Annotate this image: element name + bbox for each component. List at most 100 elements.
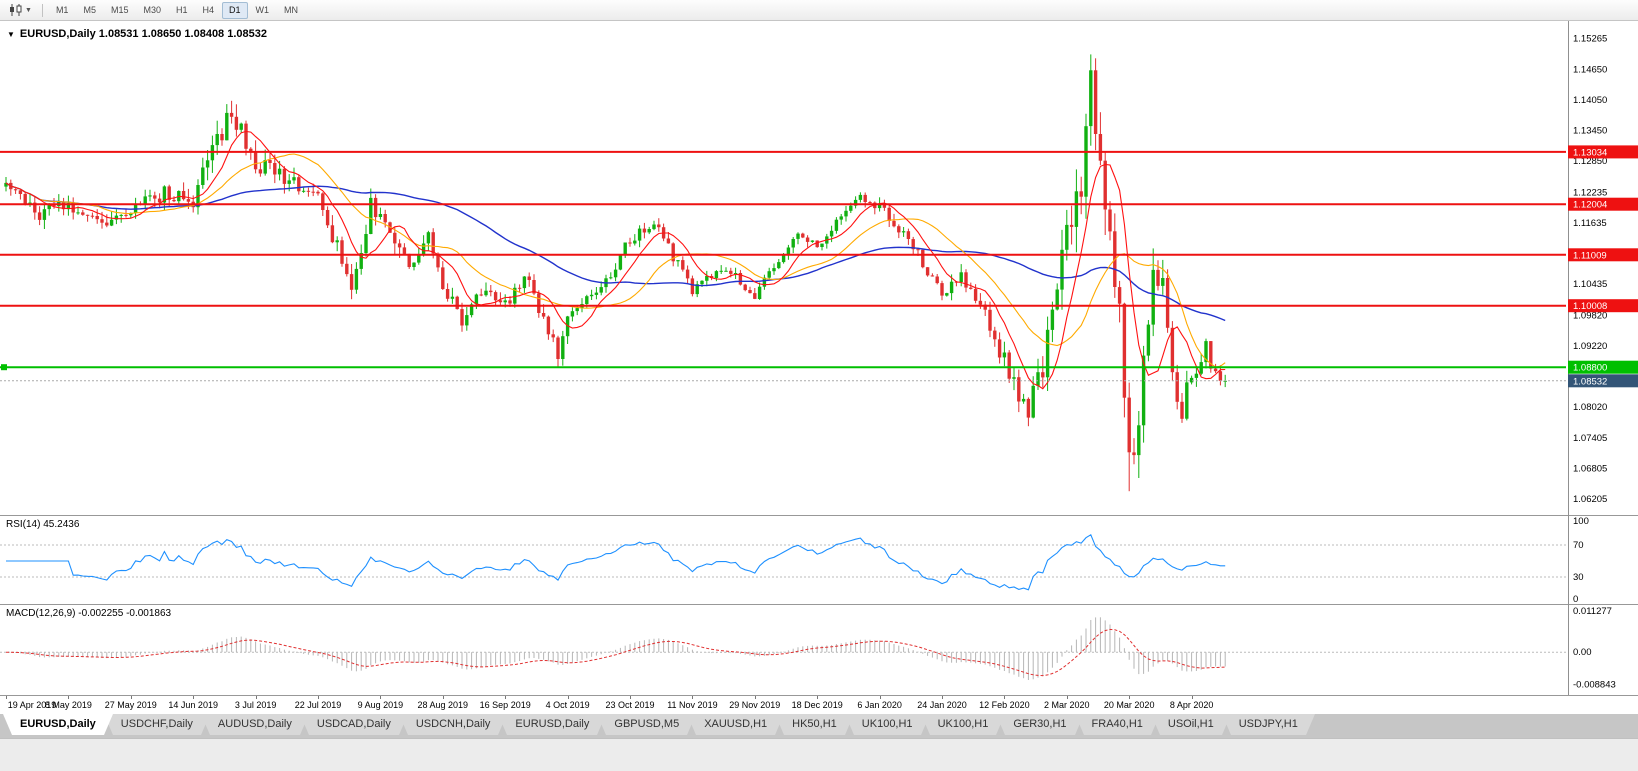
tab-label: XAUUSD,H1 [704,718,768,730]
time-tick [130,696,132,699]
tab-label: FRA40,H1 [1091,718,1143,730]
price-tick-label: 1.09820 [1573,310,1607,321]
timeframe-button-d1[interactable]: D1 [222,1,248,19]
macd-histogram [10,617,1226,680]
tab-1-usdchf-daily[interactable]: USDCHF,Daily [103,714,211,735]
macd-axis-label: -0.008843 [1573,680,1616,691]
chevron-down-icon: ▼ [25,6,32,14]
tab-label: AUDUSD,Daily [217,718,292,730]
timeframe-button-m15[interactable]: M15 [110,4,129,15]
timeframe-buttons: M1 M5 M15 M30 H1 H4 D1 W1 MN [49,1,305,19]
time-tick [193,696,195,699]
time-axis-label: 11 Nov 2019 [667,700,718,710]
price-badge [1568,299,1638,313]
tab-0-eurusd-daily[interactable]: EURUSD,Daily [3,714,113,735]
price-tick-label: 1.11635 [1573,218,1607,229]
timeframe-button-m1[interactable]: M1 [55,4,69,15]
price-tick-label: 1.07405 [1573,433,1607,444]
tab-label: GER30,H1 [1013,718,1067,730]
macd-axis-label: 0.011277 [1573,606,1612,617]
price-tick-label: 1.13450 [1573,126,1607,137]
price-badge [1568,145,1638,159]
price-axis[interactable]: 1.15265 1.14650 1.14050 1.13450 1.12850 1.122… [1573,33,1607,505]
price-badge-label: 1.10008 [1573,301,1607,312]
hline-handle[interactable] [1,364,7,371]
candlestick-series [4,54,1227,492]
tab-2-audusd-daily[interactable]: AUDUSD,Daily [200,714,309,735]
chart-type-button[interactable]: ▼ [5,3,36,17]
time-axis-label: 23 Oct 2019 [605,700,655,710]
tab-11-ger30-h1[interactable]: GER30,H1 [996,714,1084,735]
macd-signal-line [6,628,1226,677]
main-chart[interactable]: 1.15265 1.14650 1.14050 1.13450 1.12850 1.122… [0,21,1638,515]
timeframe-button-h1[interactable]: H1 [176,4,188,15]
price-badge-label: 1.08800 [1573,363,1607,374]
chart-window: 1.15265 1.14650 1.14050 1.13450 1.12850 1.122… [0,21,1638,714]
tab-label: UK100,H1 [937,718,989,730]
time-tick [1004,696,1006,699]
toolbar: ▼ M1 M5 M15 M30 H1 H4 D1 W1 MN [0,0,1638,21]
time-tick [817,696,819,699]
ma-slow-line [5,182,1226,322]
macd-panel[interactable]: 0.011277 0.00 -0.008843 [0,604,1638,695]
macd-label: MACD(12,26,9) -0.002255 -0.001863 [6,608,172,619]
price-tick-label: 1.09220 [1573,341,1607,352]
time-tick [630,696,631,699]
rsi-line [6,533,1226,591]
tab-12-fra40-h1[interactable]: FRA40,H1 [1074,714,1161,735]
timeframe-button-m30[interactable]: M30 [143,4,161,15]
current-price-badge-label: 1.08532 [1573,376,1607,387]
ma-mid-line [5,153,1226,368]
tab-9-uk100-h1[interactable]: UK100,H1 [844,714,930,735]
price-tick-label: 1.08020 [1573,402,1607,413]
timeframe-button-mn[interactable]: MN [284,4,299,15]
time-tick [754,696,756,699]
time-tick [1129,696,1131,699]
time-tick [68,696,70,699]
tab-4-usdcnh-daily[interactable]: USDCNH,Daily [398,714,508,735]
time-axis-label: 6 Jan 2020 [857,700,902,710]
rsi-axis-label: 70 [1573,540,1584,551]
tab-label: HK50,H1 [792,718,837,730]
macd-axis-label: 0.00 [1573,647,1592,658]
price-tick-label: 1.06805 [1573,464,1607,475]
time-tick [879,696,881,699]
price-tick-label: 1.10435 [1573,279,1607,290]
timeframe-button-m5[interactable]: M5 [83,4,96,15]
time-axis-label: 28 Aug 2019 [417,700,469,710]
tab-14-usdjpy-h1[interactable]: USDJPY,H1 [1221,714,1315,735]
tab-8-hk50-h1[interactable]: HK50,H1 [775,714,854,735]
rsi-panel[interactable]: 100 70 30 0 [0,515,1638,604]
time-axis-label: 3 Jul 2019 [234,700,277,710]
tab-6-gbpusd-m5[interactable]: GBPUSD,M5 [597,714,696,735]
price-tick-label: 1.14650 [1573,65,1607,76]
tab-10-uk100-h1[interactable]: UK100,H1 [920,714,1006,735]
time-tick [318,696,319,699]
rsi-axis-label: 100 [1573,516,1589,527]
price-badge-label: 1.13034 [1573,147,1607,158]
time-tick [942,696,943,699]
timeframe-button-h4[interactable]: H4 [202,4,215,15]
time-axis-label: 19 Apr 2019 [7,700,57,710]
status-bar [0,738,1638,771]
timeframe-button-w1[interactable]: W1 [255,4,270,15]
chart-tabs: EURUSD,Daily USDCHF,Daily AUDUSD,Daily USDC… [0,713,1638,738]
tab-3-usdcad-daily[interactable]: USDCAD,Daily [299,714,408,735]
time-axis[interactable]: 19 Apr 2019 8 May 2019 27 May 2019 14 Jun 2… [0,695,1638,714]
tab-label: USDCNH,Daily [415,718,491,730]
tab-label: USDJPY,H1 [1238,718,1298,730]
time-axis-label: 24 Jan 2020 [917,700,967,710]
time-tick [255,696,257,699]
ma-fast-line [5,130,1226,390]
tab-5-eurusd-daily[interactable]: EURUSD,Daily [498,714,607,735]
time-tick [505,696,507,699]
tab-13-usoil-h1[interactable]: USOil,H1 [1150,714,1231,735]
time-axis-label: 20 Mar 2020 [1103,700,1155,710]
price-tick-label: 1.14050 [1573,95,1607,106]
tab-7-xauusd-h1[interactable]: XAUUSD,H1 [687,714,785,735]
time-tick [1191,696,1193,699]
chart-marker-icon: ▼ [7,29,15,39]
price-badge-label: 1.11009 [1573,250,1607,261]
time-tick [380,696,382,699]
